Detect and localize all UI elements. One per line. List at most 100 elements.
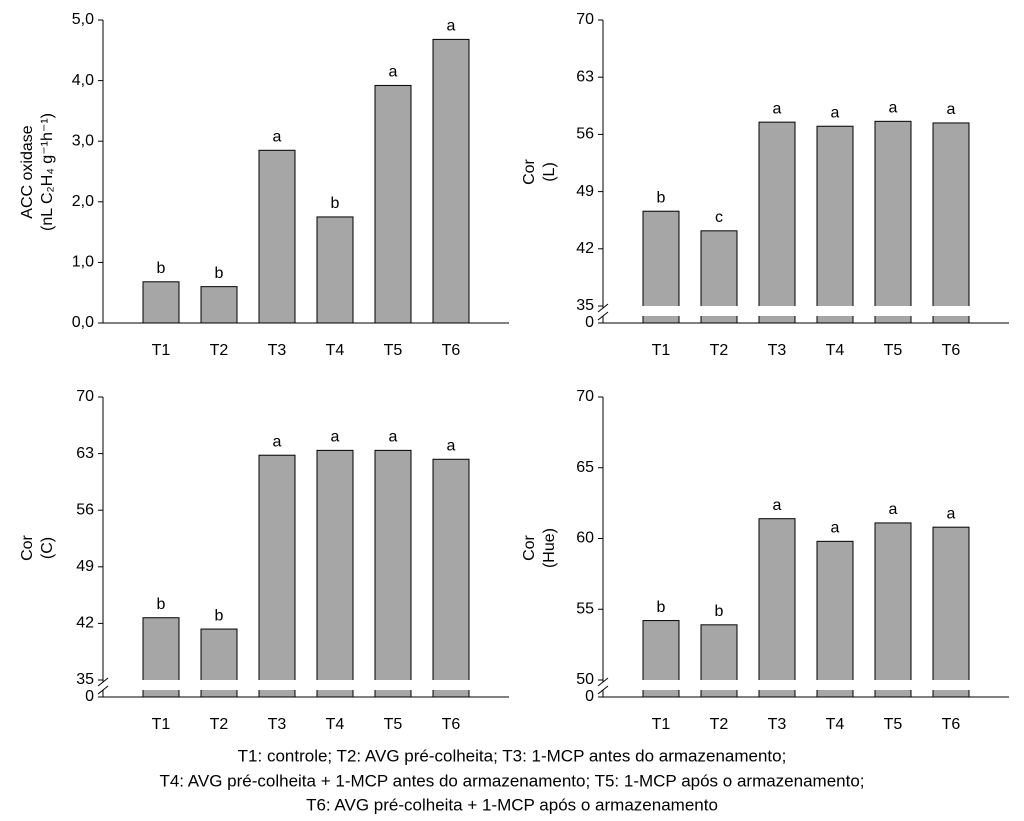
significance-letter: a [389, 64, 398, 81]
axis-break-gap [758, 306, 796, 316]
significance-letter: a [889, 100, 898, 117]
bar [316, 216, 354, 324]
y-tick-label: 50 [576, 671, 594, 688]
significance-letter: b [157, 260, 166, 277]
y-tick-label: 49 [576, 183, 594, 200]
axis-break-gap [816, 306, 854, 316]
x-tick-label: T1 [652, 716, 671, 733]
x-tick-label: T3 [768, 342, 787, 359]
bar [200, 286, 238, 324]
x-tick-label: T6 [442, 716, 461, 733]
y-tick-label: 60 [576, 530, 594, 547]
y-tick-label: 0 [85, 688, 94, 705]
bar [758, 518, 796, 698]
caption-line: T6: AVG pré-colheita + 1-MCP após o arma… [306, 795, 718, 814]
significance-letter: b [657, 189, 666, 206]
significance-letter: a [389, 429, 398, 446]
significance-letter: b [331, 195, 340, 212]
significance-letter: c [715, 209, 723, 226]
bar [816, 540, 854, 698]
significance-letter: a [447, 18, 456, 35]
x-tick-label: T2 [710, 342, 729, 359]
y-tick-label: 63 [576, 68, 594, 85]
y-tick-label: 70 [576, 11, 594, 28]
bar [932, 122, 970, 324]
significance-letter: a [947, 101, 956, 118]
axis-break-gap [816, 680, 854, 690]
bar [142, 281, 180, 324]
significance-letter: a [773, 100, 782, 117]
y-tick-label: 70 [76, 388, 94, 405]
axis-break-gap [874, 680, 912, 690]
y-tick-label: 65 [576, 459, 594, 476]
y-axis-label: (nL C₂H₄ g⁻¹h⁻¹) [39, 113, 56, 231]
y-tick-label: 5,0 [72, 11, 94, 28]
x-tick-label: T4 [826, 716, 845, 733]
y-tick-label: 2,0 [72, 193, 94, 210]
y-tick-label: 3,0 [72, 132, 94, 149]
x-tick-label: T2 [710, 716, 729, 733]
bar [432, 458, 470, 698]
significance-letter: b [157, 596, 166, 613]
y-tick-label: 35 [76, 671, 94, 688]
axis-break-gap [316, 680, 354, 690]
y-tick-label: 4,0 [72, 72, 94, 89]
y-tick-label: 1,0 [72, 254, 94, 271]
caption-line: T4: AVG pré-colheita + 1-MCP antes do ar… [159, 771, 864, 790]
axis-break-gap [142, 680, 180, 690]
y-axis-label: Cor [19, 534, 36, 560]
x-tick-label: T1 [652, 342, 671, 359]
significance-letter: a [889, 501, 898, 518]
axis-break-gap [932, 306, 970, 316]
axis-break-gap [200, 680, 238, 690]
x-tick-label: T1 [152, 716, 171, 733]
x-tick-label: T2 [210, 342, 229, 359]
bar [874, 522, 912, 698]
significance-letter: a [831, 520, 840, 537]
significance-letter: b [715, 603, 724, 620]
x-tick-label: T6 [942, 716, 961, 733]
y-tick-label: 56 [76, 501, 94, 518]
axis-break-mark [597, 303, 609, 313]
y-tick-label: 55 [576, 600, 594, 617]
significance-letter: a [831, 104, 840, 121]
x-tick-label: T5 [384, 342, 403, 359]
y-tick-label: 0 [585, 688, 594, 705]
x-tick-label: T3 [268, 342, 287, 359]
axis-break-gap [700, 680, 738, 690]
axis-break-gap [874, 306, 912, 316]
significance-letter: a [273, 129, 282, 146]
axis-break-gap [700, 306, 738, 316]
bar [758, 121, 796, 324]
y-tick-label: 49 [76, 558, 94, 575]
y-axis-label: (L) [541, 162, 558, 182]
x-tick-label: T2 [210, 716, 229, 733]
x-tick-label: T4 [326, 716, 345, 733]
y-tick-label: 70 [576, 388, 594, 405]
axis-break-gap [374, 680, 412, 690]
bar [258, 454, 296, 698]
caption-line: T1: controle; T2: AVG pré-colheita; T3: … [238, 746, 787, 765]
x-tick-label: T6 [442, 342, 461, 359]
y-axis-label: (Hue) [541, 528, 558, 568]
y-tick-label: 42 [576, 240, 594, 257]
axis-break-gap [642, 306, 680, 316]
y-tick-label: 63 [76, 445, 94, 462]
x-tick-label: T3 [268, 716, 287, 733]
significance-letter: b [657, 599, 666, 616]
x-tick-label: T3 [768, 716, 787, 733]
bar [258, 149, 296, 324]
significance-letter: a [773, 497, 782, 514]
y-tick-label: 42 [76, 615, 94, 632]
y-tick-label: 35 [576, 297, 594, 314]
bar [316, 449, 354, 698]
y-tick-label: 0,0 [72, 314, 94, 331]
axis-break-mark [97, 677, 109, 687]
y-tick-label: 0 [585, 314, 594, 331]
x-tick-label: T4 [326, 342, 345, 359]
axis-break-mark [97, 685, 109, 695]
y-tick-label: 56 [576, 126, 594, 143]
y-axis-label: Cor [521, 158, 538, 184]
axis-break-gap [432, 680, 470, 690]
significance-letter: a [447, 437, 456, 454]
